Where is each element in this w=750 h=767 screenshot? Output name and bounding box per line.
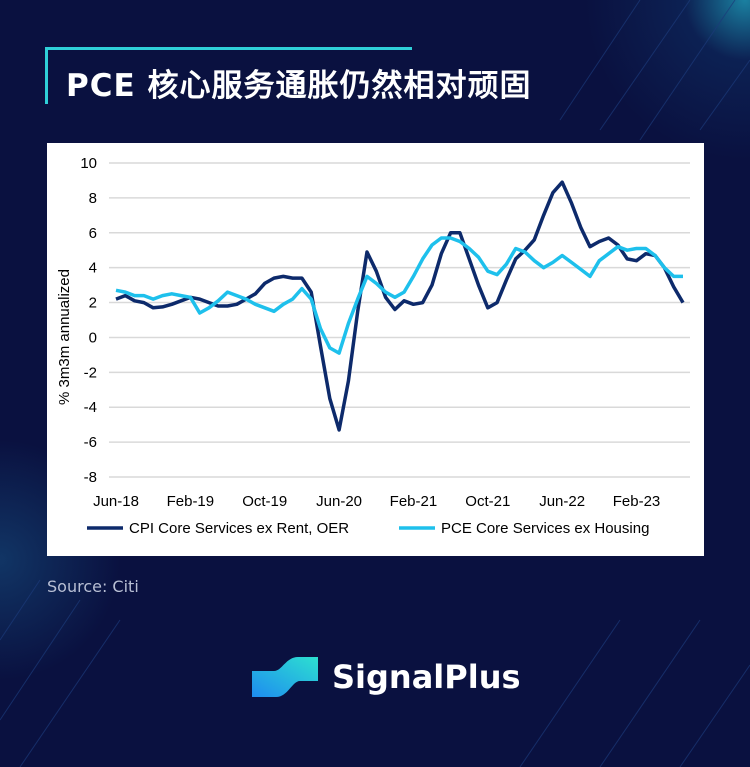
x-tick-label: Jun-22	[539, 493, 585, 510]
title-frame-left	[45, 47, 48, 104]
y-tick-label: 4	[89, 260, 97, 277]
x-tick-label: Oct-19	[242, 493, 287, 510]
y-tick-label: 6	[89, 225, 97, 242]
y-tick-label: 2	[89, 295, 97, 312]
series-line-cpi	[115, 180, 685, 432]
y-tick-label: -2	[84, 364, 97, 381]
legend-label: PCE Core Services ex Housing	[441, 520, 649, 537]
legend-label: CPI Core Services ex Rent, OER	[129, 520, 349, 537]
y-axis-label: % 3m3m annualized	[56, 269, 73, 405]
page-title: PCE 核心服务通胀仍然相对顽固	[66, 68, 532, 104]
title-frame-top	[45, 47, 412, 50]
x-tick-label: Jun-20	[316, 493, 362, 510]
x-tick-label: Jun-18	[93, 493, 139, 510]
x-tick-label: Oct-21	[465, 493, 510, 510]
brand-name: SignalPlus	[332, 658, 521, 696]
y-tick-label: -8	[84, 469, 97, 486]
x-tick-label: Feb-21	[390, 493, 438, 510]
series-line-pce	[115, 236, 683, 355]
x-tick-label: Feb-23	[613, 493, 661, 510]
y-tick-label: 0	[89, 329, 97, 346]
chart-card: 10 8 6 4 2 0 -2 -4 -6 -8 Jun-18 Feb-19 Oct-19 Jun-20…	[47, 143, 704, 556]
y-tick-label: 8	[89, 190, 97, 207]
signalplus-logo-icon	[252, 657, 318, 697]
source-note: Source: Citi	[47, 577, 139, 596]
y-tick-label: 10	[80, 155, 97, 172]
x-tick-label: Feb-19	[167, 493, 215, 510]
signalplus-logo: SignalPlus	[252, 655, 521, 699]
y-tick-label: -6	[84, 434, 97, 451]
y-tick-label: -4	[84, 399, 97, 416]
line-chart: 10 8 6 4 2 0 -2 -4 -6 -8 Jun-18 Feb-19 Oct-19 Jun-20…	[56, 155, 690, 537]
